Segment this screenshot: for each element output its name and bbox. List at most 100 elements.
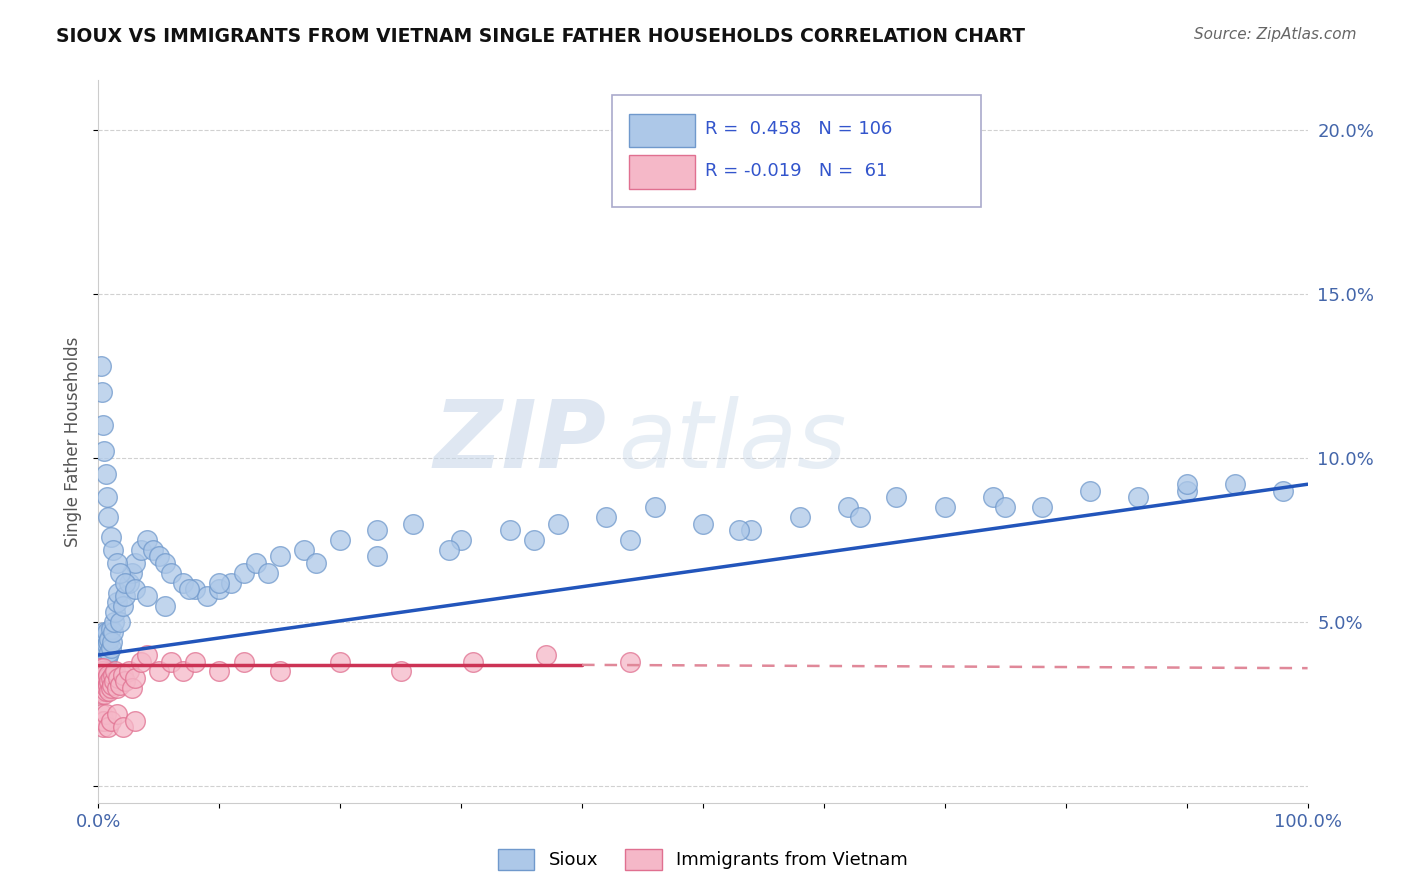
Point — [94, 641, 117, 656]
Point — [221, 575, 243, 590]
Point — [101, 542, 124, 557]
Point — [94, 707, 117, 722]
Point — [389, 665, 412, 679]
Point — [103, 615, 125, 630]
Legend: Sioux, Immigrants from Vietnam: Sioux, Immigrants from Vietnam — [491, 841, 915, 877]
Point — [1078, 483, 1101, 498]
Point — [100, 677, 122, 691]
Point — [91, 638, 114, 652]
Point — [129, 655, 152, 669]
Text: R = -0.019   N =  61: R = -0.019 N = 61 — [706, 161, 887, 179]
Point — [1175, 483, 1198, 498]
Point — [208, 582, 231, 597]
Point — [305, 556, 328, 570]
Point — [981, 491, 1004, 505]
Point — [93, 444, 115, 458]
Point — [96, 638, 118, 652]
Point — [98, 684, 121, 698]
Point — [96, 651, 118, 665]
Point — [100, 714, 122, 728]
Point — [97, 648, 120, 662]
Point — [292, 542, 315, 557]
Point — [91, 720, 114, 734]
Point — [97, 667, 120, 681]
Point — [90, 667, 112, 681]
Point — [148, 665, 170, 679]
Point — [93, 625, 115, 640]
Point — [118, 665, 141, 679]
Point — [100, 635, 122, 649]
Point — [91, 684, 114, 698]
Point — [97, 720, 120, 734]
Point — [91, 648, 114, 662]
Point — [366, 549, 388, 564]
Point — [89, 648, 111, 662]
Point — [93, 648, 115, 662]
Point — [619, 533, 641, 547]
Point — [91, 418, 114, 433]
Point — [105, 681, 128, 695]
Point — [91, 385, 114, 400]
Point — [89, 641, 111, 656]
Point — [329, 533, 352, 547]
Point — [91, 707, 114, 722]
Point — [91, 628, 114, 642]
Point — [402, 516, 425, 531]
Point — [644, 500, 666, 515]
Point — [111, 599, 134, 613]
Point — [89, 671, 111, 685]
Point — [1128, 491, 1150, 505]
Point — [90, 687, 112, 701]
Point — [100, 671, 122, 685]
Point — [121, 566, 143, 580]
Point — [366, 523, 388, 537]
Point — [886, 491, 908, 505]
Point — [90, 677, 112, 691]
Point — [94, 655, 117, 669]
Point — [124, 671, 146, 685]
Point — [160, 655, 183, 669]
Point — [94, 467, 117, 482]
Point — [101, 625, 124, 640]
Point — [547, 516, 569, 531]
Point — [114, 674, 136, 689]
Point — [101, 667, 124, 681]
Point — [114, 575, 136, 590]
Point — [96, 625, 118, 640]
Point — [100, 681, 122, 695]
Point — [692, 516, 714, 531]
Point — [105, 707, 128, 722]
Y-axis label: Single Father Households: Single Father Households — [65, 336, 83, 547]
Point — [91, 645, 114, 659]
Point — [740, 523, 762, 537]
Point — [108, 566, 131, 580]
Point — [96, 671, 118, 685]
Point — [245, 556, 267, 570]
Text: ZIP: ZIP — [433, 395, 606, 488]
Point — [91, 671, 114, 685]
Point — [93, 638, 115, 652]
Point — [89, 681, 111, 695]
Point — [93, 687, 115, 701]
FancyBboxPatch shape — [630, 113, 695, 147]
Point — [108, 615, 131, 630]
Point — [498, 523, 520, 537]
Point — [90, 661, 112, 675]
Point — [172, 665, 194, 679]
FancyBboxPatch shape — [613, 95, 981, 207]
Point — [100, 622, 122, 636]
Point — [1031, 500, 1053, 515]
Point — [269, 549, 291, 564]
Point — [463, 655, 485, 669]
Point — [93, 667, 115, 681]
Point — [129, 542, 152, 557]
Point — [96, 491, 118, 505]
Point — [142, 542, 165, 557]
Point — [256, 566, 278, 580]
Point — [89, 661, 111, 675]
Point — [179, 582, 201, 597]
Point — [1272, 483, 1295, 498]
Point — [437, 542, 460, 557]
Point — [523, 533, 546, 547]
Point — [595, 510, 617, 524]
